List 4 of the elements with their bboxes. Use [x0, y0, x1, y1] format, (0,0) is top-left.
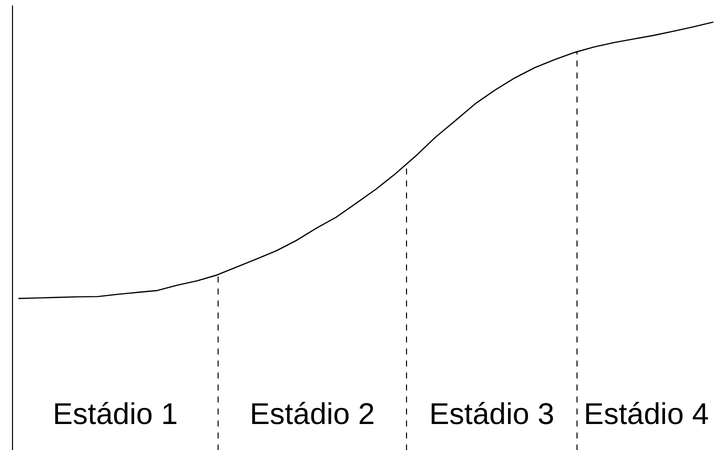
- text: Estádio 1: [52, 398, 178, 432]
- text: Estádio 4: [584, 398, 709, 432]
- text: Estádio 2: [250, 398, 375, 432]
- text: Estádio 3: [429, 398, 554, 432]
